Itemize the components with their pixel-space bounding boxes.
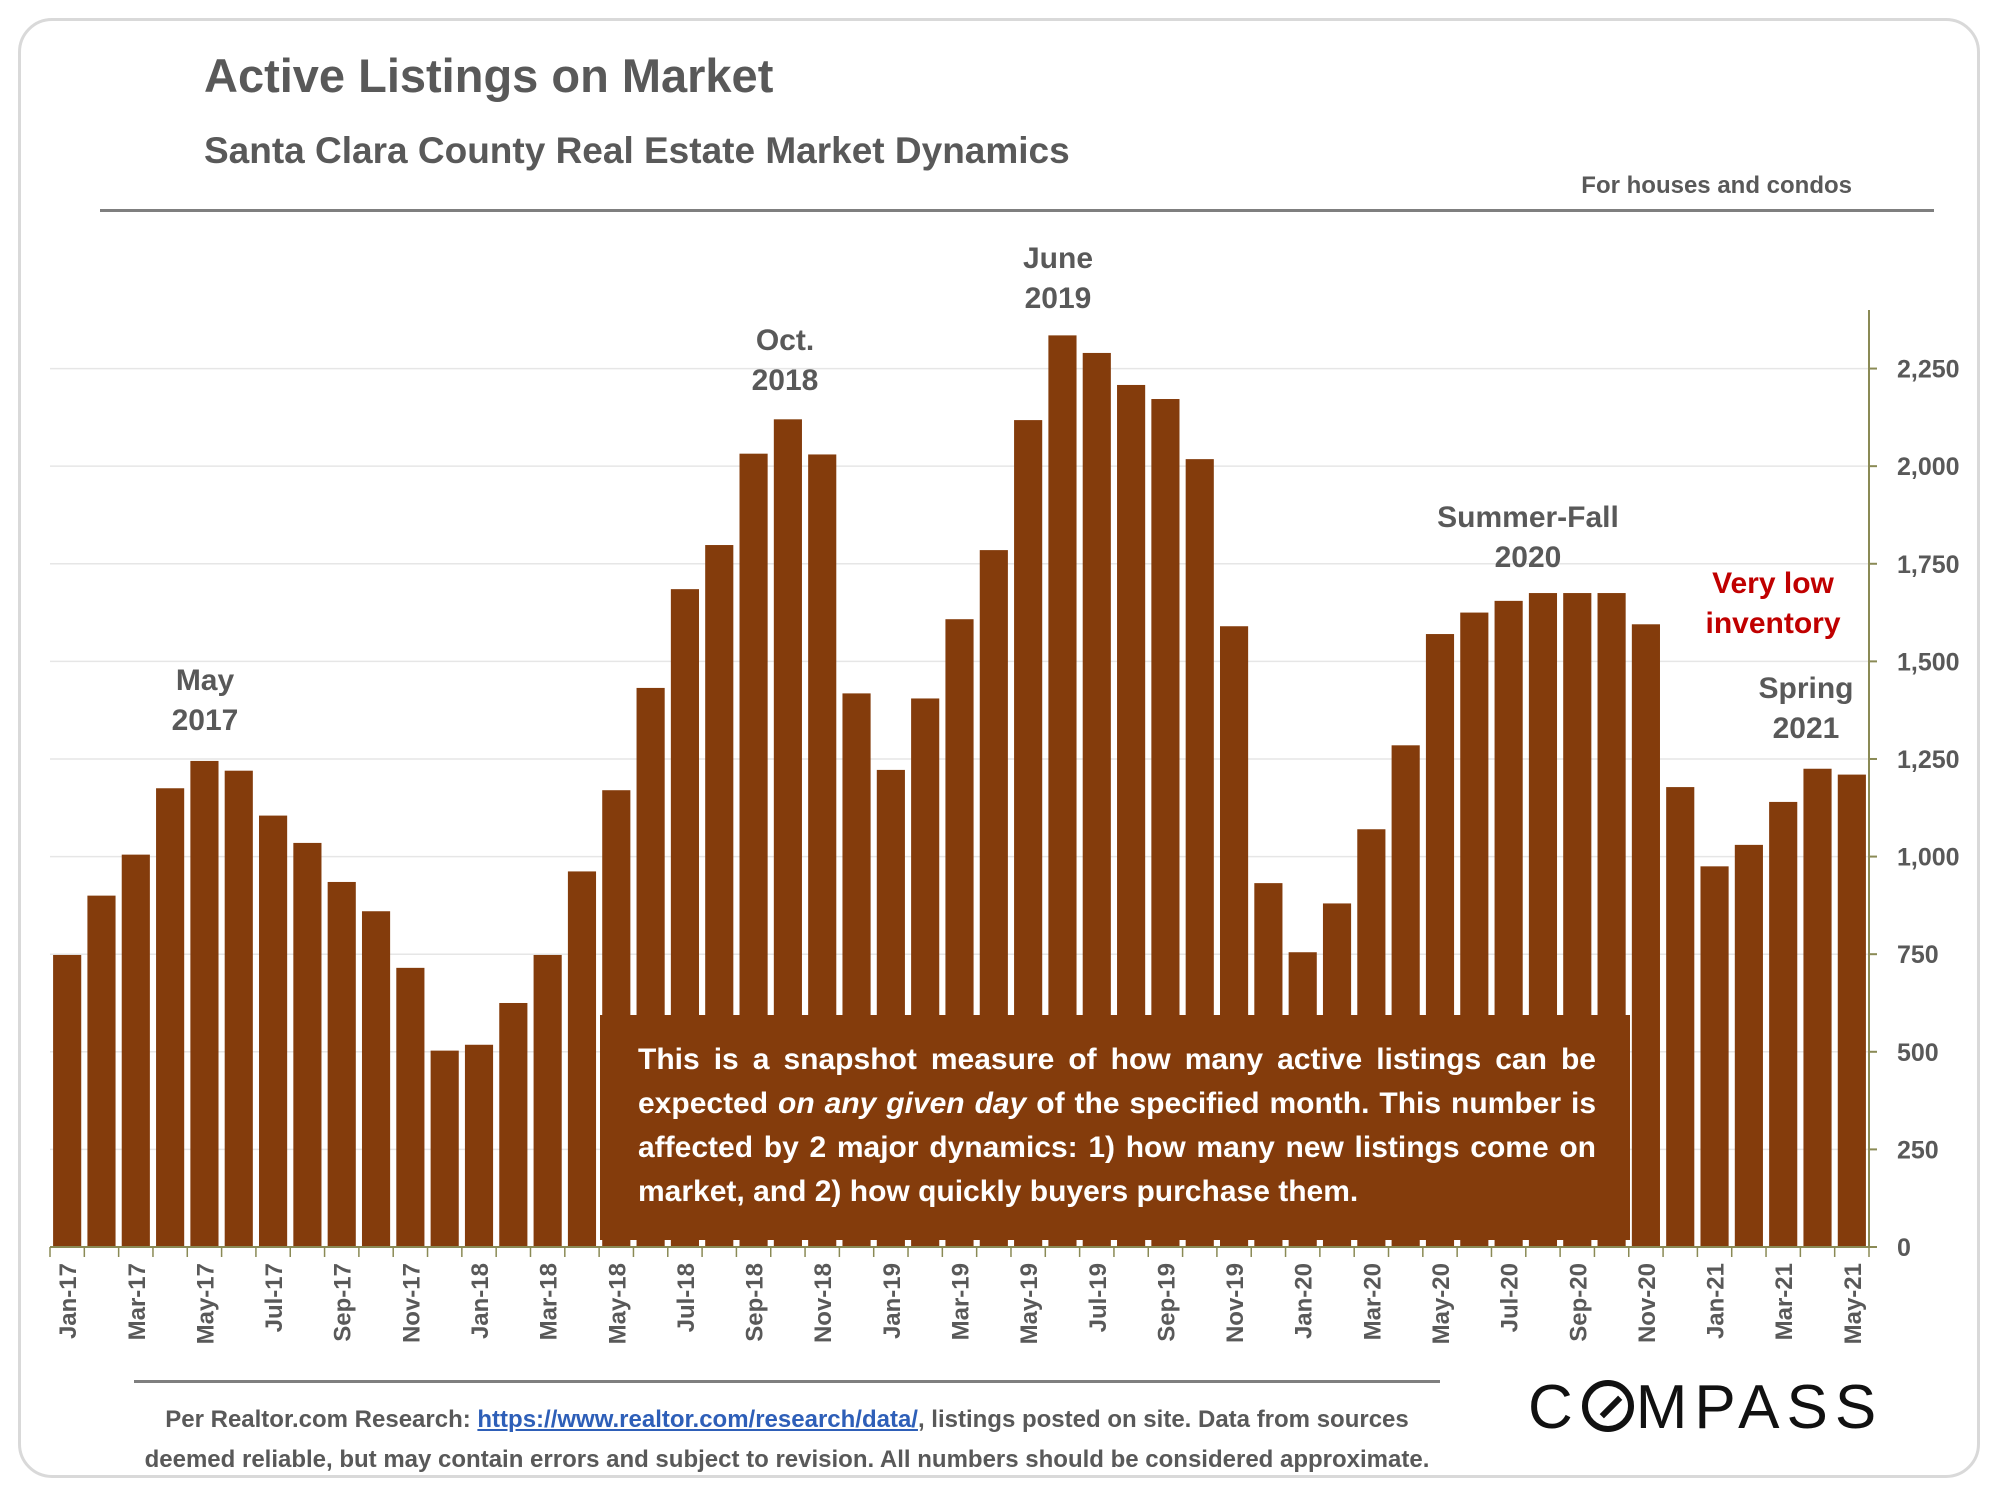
info-text-emphasis: on any given day xyxy=(778,1087,1027,1120)
chart-subtitle: Santa Clara County Real Estate Market Dy… xyxy=(204,130,1070,171)
bar-Oct-17 xyxy=(361,911,391,1247)
y-tick-label: 0 xyxy=(1897,1234,1911,1262)
chart-title: Active Listings on Market xyxy=(204,49,774,102)
bar-Aug-17 xyxy=(293,842,322,1247)
logo-o-icon xyxy=(1581,1380,1634,1432)
x-tick-label: Nov-20 xyxy=(1634,1263,1661,1343)
y-tick-label: 2,000 xyxy=(1897,453,1960,481)
annotation-label: Summer-Fall xyxy=(1437,501,1619,534)
chart-frame xyxy=(18,18,1980,1478)
bar-Sep-17 xyxy=(327,881,356,1247)
y-tick-label: 1,750 xyxy=(1897,551,1960,579)
chart-note: For houses and condos xyxy=(1581,172,1852,199)
x-tick-label: Jul-18 xyxy=(673,1263,700,1332)
y-tick-label: 1,500 xyxy=(1897,648,1960,676)
y-tick-label: 2,250 xyxy=(1897,356,1960,384)
bar-Jan-18 xyxy=(464,1044,494,1247)
x-tick-label: Sep-18 xyxy=(742,1263,769,1342)
x-tick-label: Mar-19 xyxy=(948,1263,975,1340)
footer-prefix: Per Realtor.com Research: xyxy=(165,1406,478,1433)
y-tick-label: 250 xyxy=(1897,1136,1939,1164)
bar-Jul-17 xyxy=(259,815,288,1247)
bar-Nov-17 xyxy=(396,967,425,1247)
x-tick-label: Jan-21 xyxy=(1703,1263,1730,1339)
annotation-label: Very low xyxy=(1712,567,1834,600)
annotation-label: May xyxy=(176,664,235,697)
bar-Jan-21 xyxy=(1700,866,1729,1247)
bar-May-21 xyxy=(1837,774,1866,1247)
bar-Jun-17 xyxy=(224,770,253,1247)
source-link[interactable]: https://www.realtor.com/research/data/ xyxy=(477,1406,918,1433)
bar-Feb-18 xyxy=(499,1002,528,1247)
annotation-label: June xyxy=(1023,242,1093,275)
info-box: This is a snapshot measure of how many a… xyxy=(638,1038,1596,1214)
x-tick-label: May-19 xyxy=(1016,1263,1043,1344)
info-text-part2: of the specified month. This number is a… xyxy=(638,1087,1597,1208)
bar-Mar-17 xyxy=(121,854,150,1247)
x-tick-label: Nov-17 xyxy=(398,1263,425,1343)
x-tick-label: May-17 xyxy=(192,1263,219,1344)
bar-Mar-18 xyxy=(533,954,562,1247)
y-tick-label: 1,000 xyxy=(1897,844,1960,872)
x-tick-label: Jan-20 xyxy=(1291,1263,1318,1339)
annotation-label: inventory xyxy=(1705,607,1840,640)
x-tick-label: Sep-19 xyxy=(1153,1263,1180,1342)
annotation-label: 2018 xyxy=(752,364,819,397)
x-tick-label: Jan-17 xyxy=(55,1263,82,1339)
bar-Mar-21 xyxy=(1769,801,1798,1247)
compass-logo: C MPASS xyxy=(1528,1373,1884,1442)
x-tick-label: Jan-19 xyxy=(879,1263,906,1339)
footer-divider xyxy=(134,1380,1440,1383)
info-text-part1: This is a snapshot measure of how many a… xyxy=(638,1043,1596,1120)
bar-May-17 xyxy=(190,760,219,1247)
x-tick-label: Sep-20 xyxy=(1565,1263,1592,1342)
bar-Nov-20 xyxy=(1631,624,1660,1247)
y-tick-label: 500 xyxy=(1897,1039,1939,1067)
x-tick-label: Mar-17 xyxy=(124,1263,151,1340)
y-tick-label: 750 xyxy=(1897,941,1939,969)
x-tick-label: Nov-18 xyxy=(810,1263,837,1343)
bar-Feb-21 xyxy=(1734,844,1763,1247)
annotation-label: 2020 xyxy=(1495,541,1562,574)
bar-Dec-20 xyxy=(1666,787,1695,1247)
y-tick-label: 1,250 xyxy=(1897,746,1960,774)
x-tick-label: May-21 xyxy=(1840,1263,1867,1344)
footer-suffix: , listings posted on site. Data from sou… xyxy=(144,1406,1430,1473)
source-footer: Per Realtor.com Research: https://www.re… xyxy=(134,1400,1440,1480)
x-tick-label: Mar-20 xyxy=(1359,1263,1386,1340)
bar-Apr-18 xyxy=(567,871,597,1247)
bar-Apr-17 xyxy=(156,788,185,1247)
info-box-background xyxy=(600,1015,1630,1240)
bar-Feb-17 xyxy=(87,895,116,1247)
bar-Dec-17 xyxy=(430,1050,459,1247)
bar-Jan-17 xyxy=(53,954,82,1247)
x-tick-label: Sep-17 xyxy=(330,1263,357,1342)
x-tick-label: Mar-21 xyxy=(1771,1263,1798,1340)
x-tick-label: May-18 xyxy=(604,1263,631,1344)
x-tick-label: Jul-17 xyxy=(261,1263,288,1332)
x-tick-label: Mar-18 xyxy=(536,1263,563,1340)
header-divider xyxy=(100,209,1934,212)
bar-Apr-21 xyxy=(1803,768,1832,1247)
x-tick-label: Jan-18 xyxy=(467,1263,494,1339)
x-tick-label: Jul-19 xyxy=(1085,1263,1112,1332)
annotation-label: 2017 xyxy=(172,704,239,737)
x-tick-label: Nov-19 xyxy=(1222,1263,1249,1343)
annotation-label: Oct. xyxy=(756,324,814,357)
x-tick-label: May-20 xyxy=(1428,1263,1455,1344)
annotation-label: 2019 xyxy=(1025,282,1092,315)
annotation-label: Spring xyxy=(1759,672,1854,705)
x-tick-label: Jul-20 xyxy=(1497,1263,1524,1332)
annotation-label: 2021 xyxy=(1773,712,1840,745)
